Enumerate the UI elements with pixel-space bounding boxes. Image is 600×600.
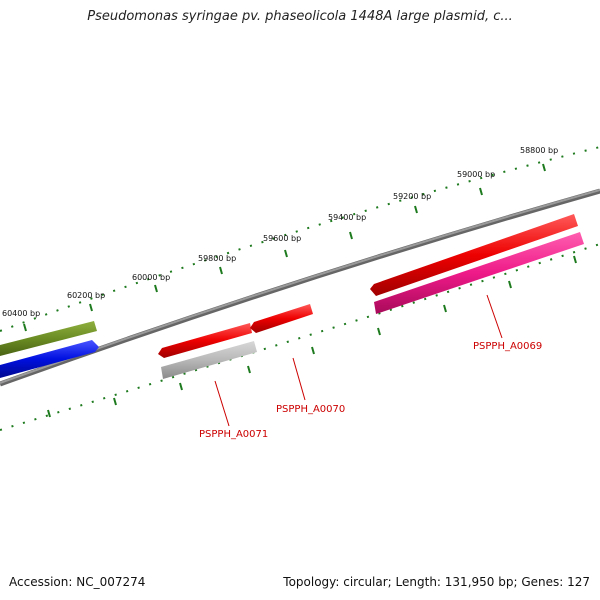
gene-feature-blue[interactable] bbox=[0, 340, 99, 378]
gene-feature-psp-a0070[interactable] bbox=[250, 304, 313, 333]
scale-label: 59000 bp bbox=[457, 170, 495, 179]
gene-label-a0069[interactable]: PSPPH_A0069 bbox=[473, 341, 542, 352]
gene-feature-psp-a0071[interactable] bbox=[158, 323, 252, 358]
scale-label: 59400 bp bbox=[328, 213, 366, 222]
scale-label: 60200 bp bbox=[67, 291, 105, 300]
inner-major-ticks bbox=[47, 255, 577, 418]
gene-label-a0070[interactable]: PSPPH_A0070 bbox=[276, 404, 345, 415]
gene-feature-red-long[interactable] bbox=[370, 214, 578, 296]
scale-label: 58800 bp bbox=[520, 146, 558, 155]
scale-label: 59200 bp bbox=[393, 192, 431, 201]
outer-major-ticks bbox=[23, 163, 546, 332]
scale-label: 59600 bp bbox=[263, 234, 301, 243]
scale-label: 60000 bp bbox=[132, 273, 170, 282]
gene-feature-olive[interactable] bbox=[0, 321, 97, 356]
map-title: Pseudomonas syringae pv. phaseolicola 14… bbox=[87, 9, 513, 24]
summary-text: Topology: circular; Length: 131,950 bp; … bbox=[283, 575, 590, 589]
leader-line-a0070 bbox=[292, 357, 306, 401]
outer-scale-ring bbox=[0, 146, 600, 332]
inner-scale-ring bbox=[0, 243, 600, 431]
gene-label-a0071[interactable]: PSPPH_A0071 bbox=[199, 429, 268, 440]
scale-label: 60400 bp bbox=[2, 309, 40, 318]
leader-line-a0069 bbox=[486, 294, 503, 339]
accession-text: Accession: NC_007274 bbox=[9, 575, 146, 589]
leader-line-a0071 bbox=[214, 380, 230, 427]
gene-feature-gray[interactable] bbox=[161, 341, 257, 379]
gene-feature-psp-a0069[interactable] bbox=[374, 232, 584, 314]
scale-label: 59800 bp bbox=[198, 254, 236, 263]
